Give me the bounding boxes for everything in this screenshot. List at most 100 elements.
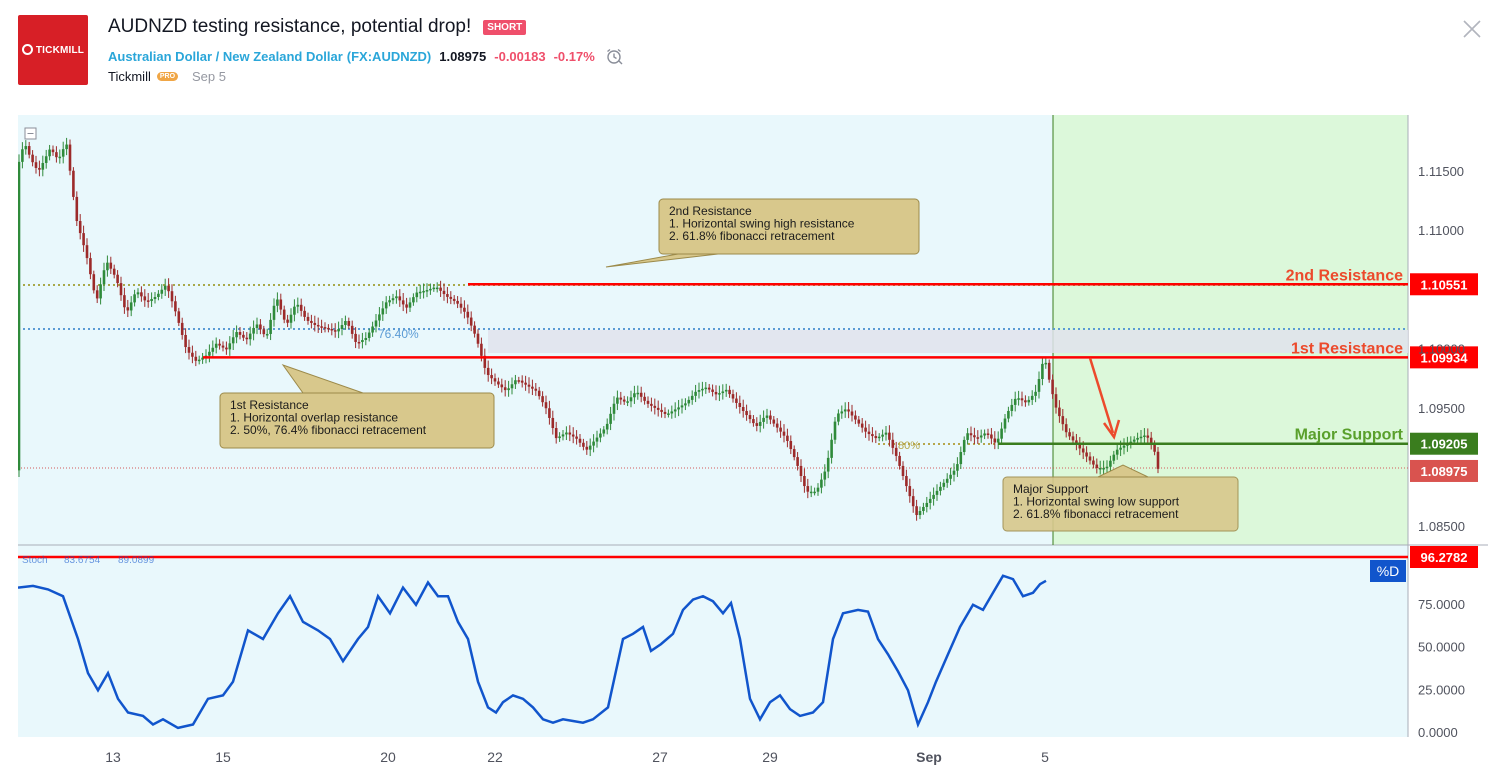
author-row: Tickmill PRO Sep 5 [108, 69, 226, 84]
candle-body [153, 297, 157, 300]
candle-body [803, 475, 806, 487]
candle-body [874, 436, 878, 439]
candle-body [687, 399, 691, 404]
candle-body [979, 435, 983, 438]
candle-body [612, 403, 616, 414]
candle-body [843, 409, 847, 412]
candle-body [279, 299, 283, 310]
symbol-price: 1.08975 [439, 48, 487, 64]
candle-body [1109, 460, 1112, 467]
candle-body [769, 415, 772, 420]
candle-body [1027, 399, 1031, 403]
candle-body [854, 415, 857, 420]
candle-body [41, 162, 45, 170]
level-price-label-1: 1.09934 [1421, 350, 1469, 365]
candle-body [418, 291, 422, 294]
candle-body [1054, 394, 1058, 408]
callout-text: 2. 61.8% fibonacci retracement [669, 229, 835, 243]
candle-body [401, 300, 405, 305]
candle-body [775, 423, 779, 428]
chart-svg[interactable]: 2nd Resistance 1.10551 1st Resistance 1.099… [17, 115, 1488, 772]
candle-body [174, 301, 177, 312]
candle-body [1034, 391, 1037, 396]
alarm-clock-icon[interactable] [605, 47, 623, 65]
candle-body [320, 326, 323, 328]
candle-body [262, 329, 266, 335]
candle-body [72, 170, 75, 197]
candle-body [157, 293, 160, 298]
symbol-code-link[interactable]: (FX:AUDNZD) [346, 48, 432, 64]
candle-body [799, 465, 803, 476]
callout-text: Major Support [1013, 482, 1089, 496]
level-price-tag [1410, 432, 1478, 455]
candle-body [901, 465, 905, 476]
candle-body [486, 367, 490, 376]
candle-body [1143, 435, 1146, 438]
candle-body [830, 439, 833, 458]
candle-body [514, 380, 517, 385]
candle-body [571, 434, 575, 437]
callout-box [1002, 476, 1239, 532]
candle-body [908, 486, 912, 497]
candle-body [323, 327, 327, 329]
time-tick-label: 5 [1041, 749, 1049, 765]
candle-body [170, 291, 174, 302]
candle-body [510, 384, 514, 389]
candle-body [245, 337, 249, 340]
candle-body [714, 391, 718, 395]
candle-body [490, 375, 493, 379]
candle-body [840, 411, 844, 414]
candle-body [1003, 418, 1007, 429]
candle-body [119, 283, 123, 296]
candle-body [384, 302, 388, 309]
candle-body [503, 387, 507, 391]
candle-body [534, 388, 538, 391]
candle-body [429, 288, 432, 291]
candle-body [667, 413, 670, 415]
callout-text: 1. Horizontal overlap resistance [230, 411, 398, 425]
symbol-row: Australian Dollar / New Zealand Dollar (… [108, 47, 623, 65]
current-price-label: 1.08975 [1421, 464, 1468, 479]
candle-body [1132, 439, 1136, 442]
candle-body [99, 284, 102, 299]
candle-body [68, 144, 72, 171]
candle-body [75, 196, 79, 222]
current-price-tag [1410, 459, 1478, 482]
candle-body [361, 340, 364, 343]
candle-body [646, 400, 650, 404]
chart-container[interactable]: 2nd Resistance 1.10551 1st Resistance 1.099… [17, 115, 1488, 772]
candle-body [609, 413, 612, 424]
candle-body [201, 357, 204, 360]
candle-body [643, 396, 646, 401]
candle-body [595, 437, 599, 442]
candle-body [252, 327, 255, 334]
candle-body [1030, 395, 1034, 400]
candle-body [374, 320, 378, 327]
symbol-name-link[interactable]: Australian Dollar / New Zealand Dollar [108, 48, 343, 64]
candle-body [218, 343, 221, 346]
candle-body [306, 316, 310, 321]
candle-body [585, 446, 589, 450]
tickmill-logo: TICKMILL [18, 15, 88, 85]
candle-body [741, 406, 745, 412]
candle-body [599, 433, 602, 438]
author-name-link[interactable]: Tickmill [108, 69, 151, 84]
candle-body [473, 325, 476, 334]
price-axis: 1.11500 1.11000 1.10000 1.09500 1.08500 [1418, 164, 1465, 534]
close-icon[interactable] [1461, 18, 1483, 40]
candle-body [327, 327, 330, 330]
level-label-0: 2nd Resistance [1286, 267, 1403, 284]
candle-body [524, 382, 527, 385]
candle-body [653, 405, 657, 408]
candle-body [663, 411, 667, 414]
candle-body [633, 393, 636, 398]
candle-body [61, 149, 65, 157]
candle-body [959, 452, 963, 465]
projection-arrow [1088, 357, 1121, 440]
candle-body [867, 431, 871, 435]
candle-body [293, 306, 296, 315]
candle-body [497, 381, 500, 385]
candle-body [463, 307, 466, 312]
candle-body [82, 233, 85, 246]
candle-body [833, 421, 837, 440]
